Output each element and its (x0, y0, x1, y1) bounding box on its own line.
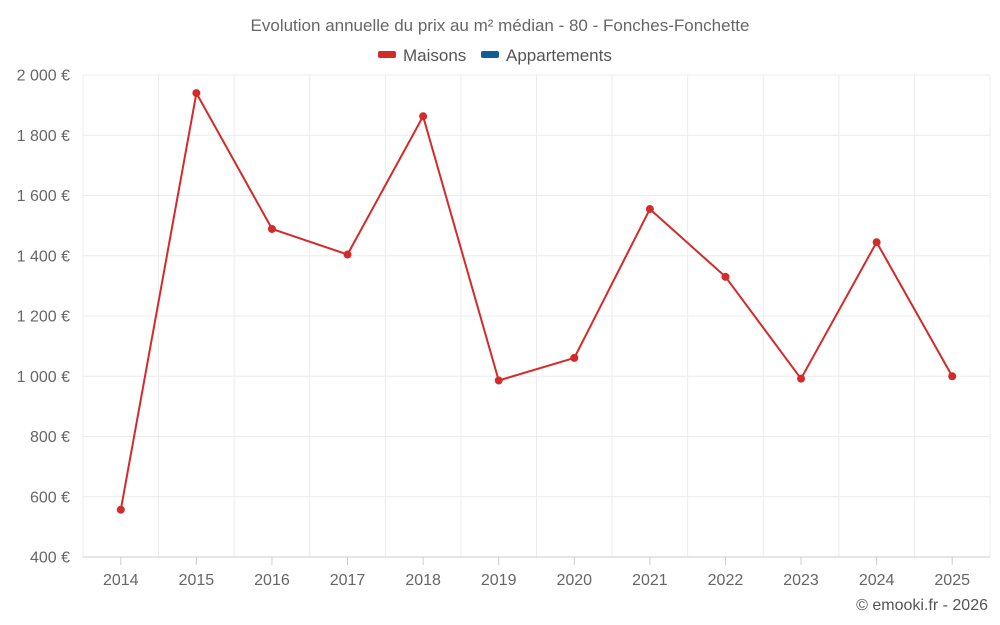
data-point-maisons-2023[interactable] (797, 374, 806, 383)
data-point-maisons-2021[interactable] (645, 205, 654, 214)
y-tick-label: 1 800 € (17, 128, 70, 145)
legend-label-appartements: Appartements (506, 46, 612, 65)
data-point-maisons-2016[interactable] (267, 224, 276, 233)
x-axis-ticks: 2014 2015 2016 2017 2018 2019 2020 2021 2022 2023… (103, 557, 970, 589)
y-tick-label: 1 200 € (17, 309, 70, 326)
legend: Maisons Appartements (378, 46, 612, 65)
data-point-maisons-2018[interactable] (419, 112, 428, 121)
x-tick-label: 2021 (632, 572, 668, 589)
data-point-maisons-2017[interactable] (343, 250, 352, 259)
x-tick-label: 2016 (254, 572, 290, 589)
credit-text: © emooki.fr - 2026 (856, 597, 988, 614)
series-maisons (116, 89, 957, 514)
x-tick-label: 2022 (708, 572, 744, 589)
data-point-maisons-2015[interactable] (192, 89, 201, 98)
data-point-maisons-2022[interactable] (721, 272, 730, 281)
data-point-maisons-2025[interactable] (948, 372, 957, 381)
data-point-maisons-2014[interactable] (116, 505, 125, 514)
y-tick-label: 1 600 € (17, 188, 70, 205)
data-point-maisons-2019[interactable] (494, 376, 503, 385)
legend-swatch-appartements (481, 51, 499, 58)
legend-label-maisons: Maisons (403, 46, 466, 65)
y-tick-label: 400 € (30, 550, 70, 567)
y-tick-label: 1 000 € (17, 369, 70, 386)
series-line-maisons (119, 92, 954, 510)
chart-title: Evolution annuelle du prix au m² médian … (251, 16, 750, 35)
legend-item-maisons[interactable]: Maisons (378, 46, 466, 65)
legend-item-appartements[interactable]: Appartements (481, 46, 612, 65)
y-tick-label: 800 € (30, 429, 70, 446)
x-tick-label: 2024 (859, 572, 895, 589)
data-point-maisons-2024[interactable] (872, 238, 881, 247)
x-tick-label: 2023 (783, 572, 819, 589)
x-tick-label: 2019 (481, 572, 517, 589)
x-tick-label: 2025 (934, 572, 970, 589)
y-tick-label: 1 400 € (17, 248, 70, 265)
y-tick-label: 600 € (30, 489, 70, 506)
x-gridlines (82, 75, 991, 557)
x-tick-label: 2014 (103, 572, 139, 589)
x-tick-label: 2018 (405, 572, 441, 589)
x-tick-label: 2017 (330, 572, 366, 589)
y-axis-ticks: 400 € 600 € 800 € 1 000 € 1 200 € 1 400 € 1 60… (17, 68, 70, 567)
legend-swatch-maisons (378, 51, 396, 58)
x-tick-label: 2015 (179, 572, 215, 589)
y-tick-label: 2 000 € (17, 68, 70, 85)
data-point-maisons-2020[interactable] (570, 353, 579, 362)
x-tick-label: 2020 (556, 572, 592, 589)
